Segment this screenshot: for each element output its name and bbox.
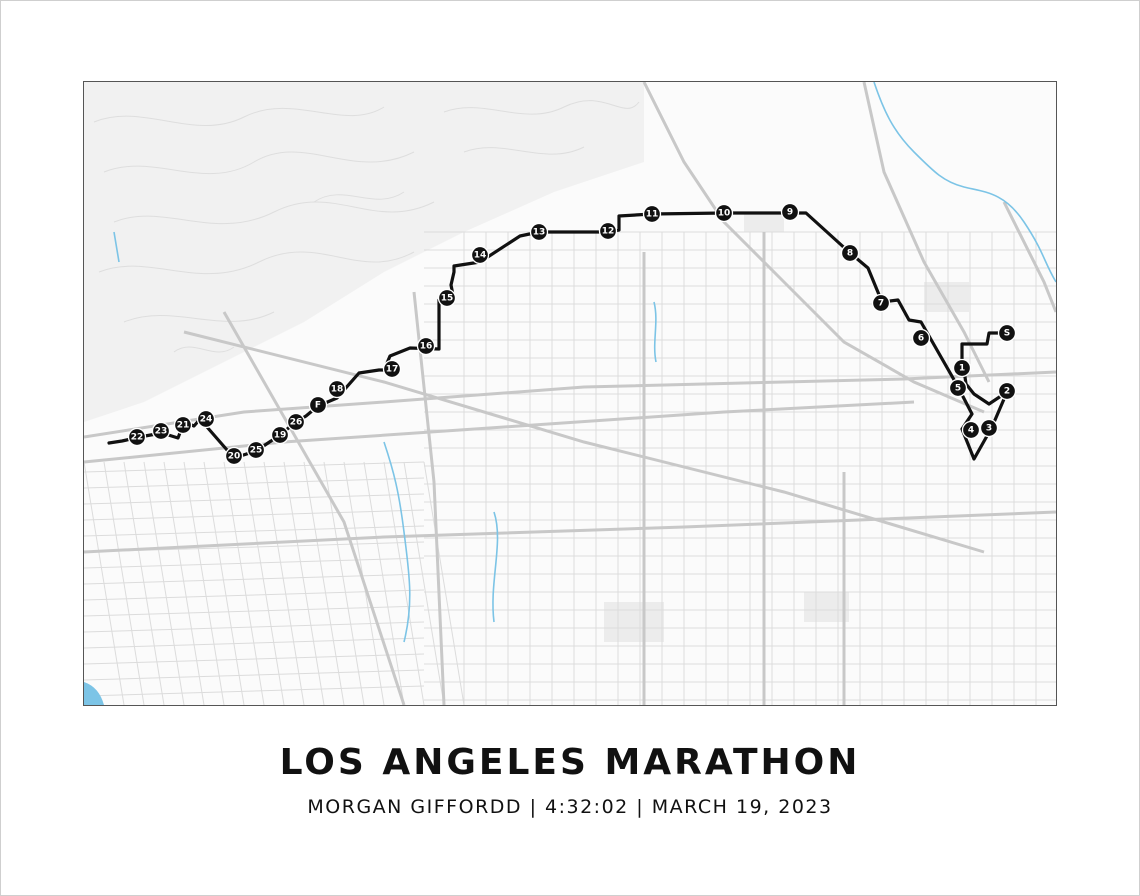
mile-marker-dot	[224, 446, 244, 466]
poster-title: LOS ANGELES MARATHON	[279, 742, 861, 783]
mile-marker: 21	[173, 415, 193, 435]
mile-marker-dot	[416, 336, 436, 356]
mile-marker-label: 14	[474, 251, 487, 261]
mile-marker: 20	[224, 446, 244, 466]
mile-marker: 11	[642, 204, 662, 224]
mile-marker-dot	[948, 378, 968, 398]
mile-marker-label: 9	[787, 208, 793, 218]
mile-marker-label: 18	[331, 385, 344, 395]
mile-marker-dot	[840, 243, 860, 263]
mile-marker: 12	[598, 221, 618, 241]
mile-marker-label: 26	[290, 418, 303, 428]
mile-marker-label: 7	[878, 299, 884, 309]
mile-marker-dot	[437, 288, 457, 308]
mile-marker-dot	[529, 222, 549, 242]
mile-marker-dot	[961, 420, 981, 440]
mile-marker: 14	[470, 245, 490, 265]
mile-marker-label: 13	[533, 228, 546, 238]
mile-marker-dot	[382, 359, 402, 379]
mile-marker-label: 6	[918, 334, 924, 344]
mile-marker-dot	[327, 379, 347, 399]
mile-marker: 10	[714, 203, 734, 223]
mile-marker: 15	[437, 288, 457, 308]
mile-marker: 2	[997, 381, 1017, 401]
mile-marker-label: 10	[718, 209, 731, 219]
major-roads	[84, 82, 1056, 705]
mile-marker: 1	[952, 358, 972, 378]
mile-markers: S123456789101112131415161718F26192520242…	[127, 202, 1017, 466]
mile-marker-dot	[151, 421, 171, 441]
mile-marker: 26	[286, 412, 306, 432]
poster-subtitle: MORGAN GIFFORDD | 4:32:02 | MARCH 19, 20…	[307, 796, 833, 818]
mile-marker-dot	[286, 412, 306, 432]
mile-marker-label: 21	[177, 421, 190, 431]
mile-marker-dot	[196, 409, 216, 429]
mile-marker-label: 3	[986, 424, 992, 434]
mile-marker-dot	[997, 381, 1017, 401]
mile-marker-dot	[952, 358, 972, 378]
hills-area	[84, 82, 644, 422]
park-areas	[604, 212, 969, 642]
mile-marker-dot	[714, 203, 734, 223]
mile-marker-label: 5	[955, 384, 961, 394]
route-map: S 1 2 3 4 5 6 7 8 9 10 11 12 13 14 15 16 17 18 F 26 19 25 20 24 2…	[83, 81, 1057, 706]
mile-marker: 24	[196, 409, 216, 429]
mile-marker-label: 12	[602, 227, 615, 237]
mile-marker: 19	[270, 425, 290, 445]
mile-marker-dot	[173, 415, 193, 435]
mile-marker-label: 19	[274, 431, 287, 441]
mile-marker-label: 15	[441, 294, 454, 304]
mile-marker-dot	[598, 221, 618, 241]
mile-marker-label: 17	[386, 365, 399, 375]
mile-marker: 13	[529, 222, 549, 242]
mile-marker-dot	[270, 425, 290, 445]
mile-marker-dot	[470, 245, 490, 265]
map-canvas: S123456789101112131415161718F26192520242…	[84, 82, 1056, 705]
mile-marker-dot	[308, 395, 328, 415]
mile-marker-dot	[642, 204, 662, 224]
mile-marker-label: 24	[200, 415, 213, 425]
mile-marker-label: 20	[228, 452, 241, 462]
mile-marker-label: S	[1004, 329, 1010, 339]
mile-marker: 9	[780, 202, 800, 222]
ocean-corner	[84, 682, 104, 705]
mile-marker-dot	[997, 323, 1017, 343]
mile-marker: 3	[979, 418, 999, 438]
mile-marker-label: 16	[420, 342, 433, 352]
mile-marker: 4	[961, 420, 981, 440]
mile-marker: 6	[911, 328, 931, 348]
mile-marker: 17	[382, 359, 402, 379]
mile-marker: 5	[948, 378, 968, 398]
mile-marker-label: 11	[646, 210, 659, 220]
mile-marker-label: 2	[1004, 387, 1010, 397]
mile-marker-label: 4	[968, 426, 974, 436]
mile-marker-dot	[871, 293, 891, 313]
mile-marker: 16	[416, 336, 436, 356]
water-features	[113, 82, 1056, 643]
mile-marker: 7	[871, 293, 891, 313]
mile-marker-dot	[246, 440, 266, 460]
mile-marker: 18	[327, 379, 347, 399]
hill-contours	[93, 100, 640, 353]
mile-marker-dot	[780, 202, 800, 222]
mile-marker: 22	[127, 427, 147, 447]
mile-marker-label: 23	[155, 427, 168, 437]
mile-marker-label: 25	[250, 446, 263, 456]
mile-marker-label: 1	[959, 364, 965, 374]
mile-marker-label: F	[315, 401, 321, 411]
mile-marker: 25	[246, 440, 266, 460]
mile-marker-dot	[127, 427, 147, 447]
mile-marker: S	[997, 323, 1017, 343]
mile-marker: 8	[840, 243, 860, 263]
mile-marker-label: 22	[131, 433, 144, 443]
mile-marker: 23	[151, 421, 171, 441]
mile-marker-dot	[911, 328, 931, 348]
mile-marker: F	[308, 395, 328, 415]
mile-marker-label: 8	[847, 249, 853, 259]
mile-marker-dot	[979, 418, 999, 438]
